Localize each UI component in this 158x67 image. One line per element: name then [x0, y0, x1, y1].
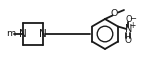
- Text: −: −: [129, 14, 136, 24]
- Text: O: O: [111, 10, 118, 18]
- Text: O: O: [125, 36, 132, 45]
- Text: N: N: [125, 25, 132, 35]
- Text: N: N: [19, 29, 27, 39]
- Text: +: +: [129, 22, 136, 30]
- Text: N: N: [39, 29, 47, 39]
- Text: m: m: [6, 29, 15, 39]
- Text: O: O: [125, 14, 132, 24]
